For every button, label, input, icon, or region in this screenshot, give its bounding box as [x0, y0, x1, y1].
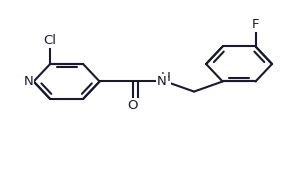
Text: H: H: [160, 71, 170, 84]
Text: N: N: [24, 75, 33, 88]
Text: O: O: [127, 99, 138, 112]
Text: N: N: [157, 75, 167, 88]
Text: F: F: [252, 18, 259, 31]
Text: Cl: Cl: [44, 35, 57, 47]
